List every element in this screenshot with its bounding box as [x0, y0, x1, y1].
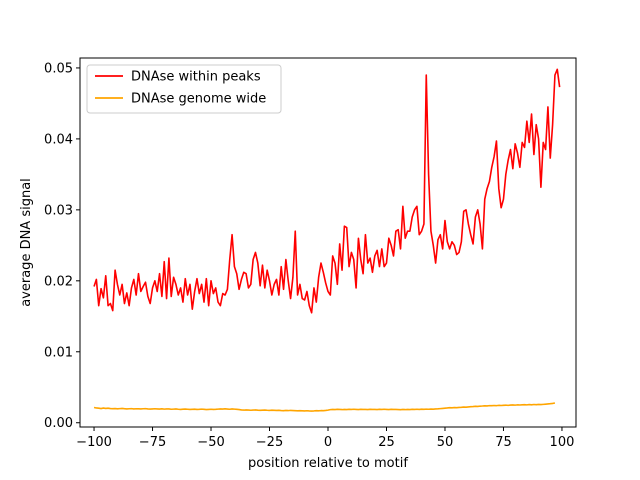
x-tick-label-neg100: −100 [76, 435, 112, 450]
legend-label-genome: DNAse genome wide [131, 92, 266, 107]
x-tick-label-50: 50 [437, 435, 454, 450]
y-tick-label-1: 0.01 [44, 345, 73, 360]
x-tick-label-neg50: −50 [197, 435, 224, 450]
legend-label-peaks: DNAse within peaks [131, 70, 261, 85]
y-tick-label-5: 0.05 [44, 61, 73, 76]
y-tick-label-3: 0.03 [44, 203, 73, 218]
y-tick-label-2: 0.02 [44, 274, 73, 289]
x-tick-label-100: 100 [550, 435, 575, 450]
x-tick-label-neg25: −25 [256, 435, 283, 450]
series-layer [93, 68, 561, 412]
x-tick-label-25: 25 [378, 435, 395, 450]
y-tick-label-0: 0.00 [44, 416, 73, 431]
y-axis: 0.00 0.01 0.02 0.03 0.04 0.05 [44, 61, 80, 431]
x-axis-label: position relative to motif [248, 456, 408, 471]
x-tick-label-75: 75 [495, 435, 512, 450]
x-tick-label-0: 0 [324, 435, 332, 450]
series-line-dnase-genome-wide [93, 402, 556, 412]
x-tick-label-neg75: −75 [139, 435, 166, 450]
series-line-dnase-within-peaks [93, 68, 561, 314]
y-tick-label-4: 0.04 [44, 132, 73, 147]
x-axis: −100 −75 −50 −25 0 25 50 75 100 [76, 427, 574, 450]
legend-frame [86, 64, 282, 114]
y-axis-label: average DNA signal [19, 178, 34, 307]
legend: DNAse within peaks DNAse genome wide [86, 64, 282, 114]
